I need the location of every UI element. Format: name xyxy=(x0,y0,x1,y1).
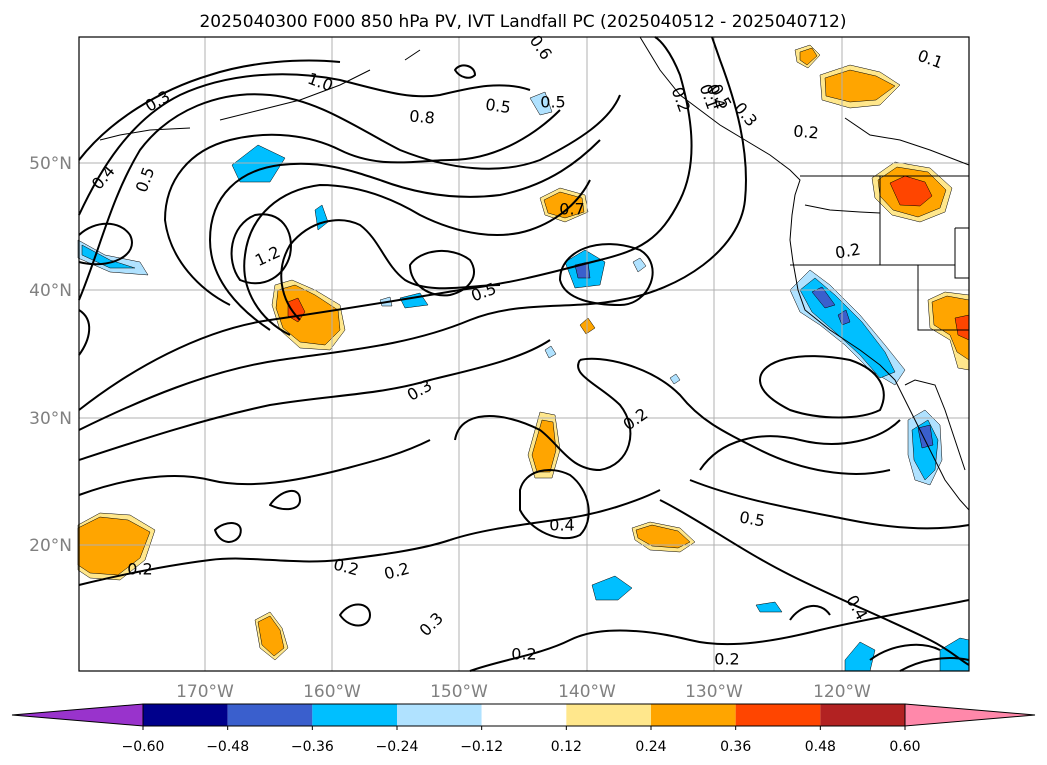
figure-title: 2025040300 F000 850 hPa PV, IVT Landfall… xyxy=(199,12,846,32)
longitude-label: 150°W xyxy=(430,682,488,702)
colorbar: −0.60 −0.48 −0.36 −0.24 −0.12 0.12 0.24 0.36 0.4… xyxy=(11,703,1036,755)
colorbar-tick-label: 0.60 xyxy=(889,739,920,755)
anomaly-patch xyxy=(669,373,681,385)
colorbar-bin xyxy=(651,704,736,726)
colorbar-tick-label: −0.36 xyxy=(291,739,334,755)
anomaly-patch xyxy=(543,191,585,219)
anomaly-patch xyxy=(799,47,818,66)
colorbar-bin xyxy=(397,704,482,726)
contour-label: 0.5 xyxy=(738,507,766,530)
anomaly-patch xyxy=(77,239,149,276)
latitude-label: 20°N xyxy=(29,536,72,556)
colorbar-extend-high xyxy=(904,703,1036,727)
anomaly-patch xyxy=(77,516,151,576)
contour-label: 0.2 xyxy=(511,645,536,664)
latitude-label: 30°N xyxy=(29,409,72,429)
colorbar-bin xyxy=(566,704,651,726)
anomaly-patch xyxy=(837,309,851,326)
pv-contours xyxy=(78,36,970,672)
latitude-label: 40°N xyxy=(29,281,72,301)
anomaly-patch xyxy=(755,601,783,613)
contour-label: 0.2 xyxy=(793,121,820,142)
colorbar-bin xyxy=(481,704,567,726)
longitude-label: 120°W xyxy=(813,682,871,702)
colorbar-tick-label: 0.24 xyxy=(635,739,666,755)
longitude-labels: 170°W 160°W 150°W 140°W 130°W 120°W xyxy=(176,682,871,702)
anomaly-patch xyxy=(844,641,876,672)
contour-label: 0.4 xyxy=(549,516,574,535)
contour-label: 0.2 xyxy=(834,239,862,262)
colorbar-tick-label: 0.48 xyxy=(805,739,836,755)
colorbar-bin xyxy=(227,704,313,726)
contour-label: 0.2 xyxy=(127,560,152,579)
anomaly-patch xyxy=(632,257,647,273)
colorbar-bin xyxy=(312,704,397,726)
anomaly-patch xyxy=(529,91,553,116)
contour-label: 0.5 xyxy=(540,93,565,112)
contour-label: 0.7 xyxy=(559,200,584,219)
anomaly-patch xyxy=(917,424,934,449)
longitude-label: 170°W xyxy=(176,682,234,702)
anomaly-patch xyxy=(931,295,970,361)
latitude-label: 50°N xyxy=(29,154,72,174)
colorbar-tick-label: −0.24 xyxy=(376,739,419,755)
anomaly-patch xyxy=(811,286,836,309)
anomaly-patch xyxy=(544,345,557,359)
colorbar-bin xyxy=(820,704,905,726)
anomaly-shading xyxy=(77,44,970,672)
colorbar-extend-low xyxy=(11,703,144,727)
map-panel: 0.61.00.3 0.50.80.50.4 0.51.20.70.50.30.20… xyxy=(77,32,970,672)
colorbar-bin xyxy=(735,704,821,726)
coastlines xyxy=(99,36,970,511)
longitude-label: 160°W xyxy=(303,682,361,702)
graticule xyxy=(79,37,969,671)
colorbar-tick-label: −0.60 xyxy=(122,739,165,755)
anomaly-patch xyxy=(591,575,633,601)
longitude-label: 130°W xyxy=(685,682,743,702)
contour-label: 0.8 xyxy=(409,106,436,127)
contour-label: 0.2 xyxy=(714,650,739,669)
colorbar-tick-label: −0.12 xyxy=(460,739,503,755)
latitude-labels: 50°N 40°N 30°N 20°N xyxy=(29,154,72,556)
colorbar-tick-label: 0.12 xyxy=(551,739,582,755)
contour-label: 0.5 xyxy=(484,95,512,117)
colorbar-tick-label: 0.36 xyxy=(720,739,751,755)
colorbar-tick-label: −0.48 xyxy=(206,739,249,755)
colorbar-bin xyxy=(143,704,228,726)
anomaly-patch xyxy=(257,615,285,657)
longitude-label: 140°W xyxy=(558,682,616,702)
